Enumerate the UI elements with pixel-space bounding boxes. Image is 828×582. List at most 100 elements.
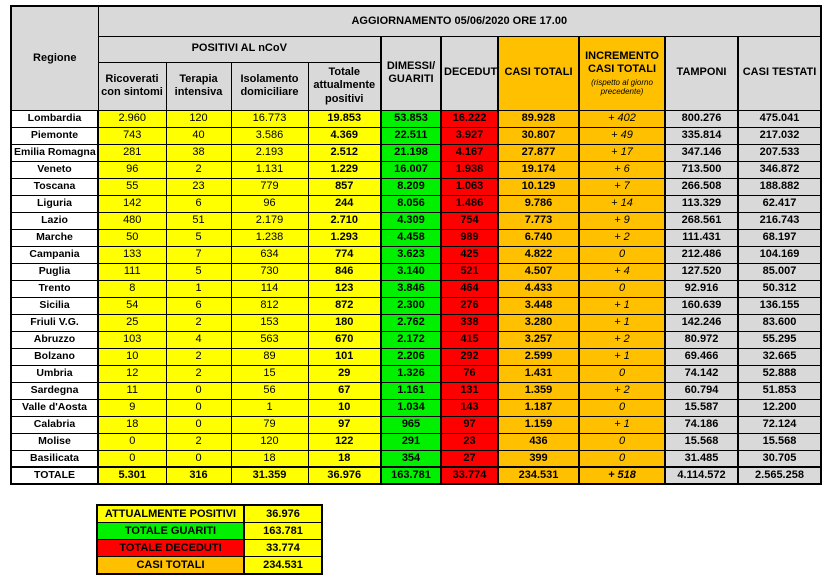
cell-incremento-casi-totali: + 4 xyxy=(578,262,666,281)
region-label: Campania xyxy=(10,245,99,264)
cell-terapia-intensiva: 6 xyxy=(165,296,232,315)
cell-casi-testati: 85.007 xyxy=(736,262,822,281)
table-row: Sardegna 11 0 56 67 1.161 131 1.359 + 2 60.794 51.… xyxy=(10,381,822,400)
cell-isolamento-domiciliare: 96 xyxy=(230,194,309,213)
cell-deceduti: 23 xyxy=(440,432,499,451)
cell-incremento-casi-totali: + 402 xyxy=(578,109,666,128)
cell-dimessi-guariti: 1.326 xyxy=(380,364,442,383)
column-header-deceduti: DECEDUTI xyxy=(440,35,499,111)
cell-deceduti: 1.938 xyxy=(440,160,499,179)
table-row: Umbria 12 2 15 29 1.326 76 1.431 0 74.142 52.888 xyxy=(10,364,822,383)
summary-value: 163.781 xyxy=(243,522,323,540)
cell-terapia-intensiva: 120 xyxy=(165,109,232,128)
cell-incremento-casi-totali: + 1 xyxy=(578,347,666,366)
table-body: Lombardia 2.960 120 16.773 19.853 53.853 16.22… xyxy=(10,109,822,485)
cell-dimessi-guariti: 291 xyxy=(380,432,442,451)
cell-isolamento-domiciliare: 16.773 xyxy=(230,109,309,128)
cell-tamponi: 69.466 xyxy=(664,347,739,366)
cell-tamponi: 111.431 xyxy=(664,228,739,247)
cell-deceduti: 1.063 xyxy=(440,177,499,196)
cell-casi-totali: 2.599 xyxy=(497,347,580,366)
cell-isolamento-domiciliare: 2.193 xyxy=(230,143,309,162)
column-header-tamponi: TAMPONI xyxy=(664,35,739,111)
cell-incremento-casi-totali: + 2 xyxy=(578,228,666,247)
cell-terapia-intensiva: 0 xyxy=(165,415,232,434)
region-label: Basilicata xyxy=(10,449,99,468)
cell-casi-testati: 32.665 xyxy=(736,347,822,366)
table-row: Bolzano 10 2 89 101 2.206 292 2.599 + 1 69.466 32.… xyxy=(10,347,822,366)
cell-terapia-intensiva: 1 xyxy=(165,279,232,298)
cell-casi-testati: 207.533 xyxy=(736,143,822,162)
table-row: Toscana 55 23 779 857 8.209 1.063 10.129 + 7 266.… xyxy=(10,177,822,196)
cell-terapia-intensiva: 7 xyxy=(165,245,232,264)
column-header-dimessi-guariti: DIMESSI/ GUARITI xyxy=(380,35,442,111)
table-row: Molise 0 2 120 122 291 23 436 0 15.568 15.568 xyxy=(10,432,822,451)
cell-ricoverati-con-sintomi: 12 xyxy=(97,364,167,383)
cell-terapia-intensiva: 4 xyxy=(165,330,232,349)
cell-terapia-intensiva: 0 xyxy=(165,449,232,468)
cell-casi-testati: 15.568 xyxy=(736,432,822,451)
region-label: Abruzzo xyxy=(10,330,99,349)
cell-tamponi: 92.916 xyxy=(664,279,739,298)
cell-casi-testati: 346.872 xyxy=(736,160,822,179)
cell-dimessi-guariti: 163.781 xyxy=(380,466,442,485)
cell-isolamento-domiciliare: 15 xyxy=(230,364,309,383)
region-label: Toscana xyxy=(10,177,99,196)
cell-ricoverati-con-sintomi: 50 xyxy=(97,228,167,247)
cell-casi-totali: 4.507 xyxy=(497,262,580,281)
column-header-casi-testati: CASI TESTATI xyxy=(736,35,822,111)
cell-isolamento-domiciliare: 779 xyxy=(230,177,309,196)
cell-ricoverati-con-sintomi: 111 xyxy=(97,262,167,281)
region-label: Marche xyxy=(10,228,99,247)
cell-casi-totali: 399 xyxy=(497,449,580,468)
incremento-header-label: INCREMENTO CASI TOTALI xyxy=(585,50,659,76)
cell-incremento-casi-totali: + 7 xyxy=(578,177,666,196)
cell-terapia-intensiva: 316 xyxy=(165,466,232,485)
cell-terapia-intensiva: 23 xyxy=(165,177,232,196)
cell-ricoverati-con-sintomi: 18 xyxy=(97,415,167,434)
column-header-isolamento: Isolamento domiciliare xyxy=(230,61,309,111)
cell-tamponi: 800.276 xyxy=(664,109,739,128)
cell-incremento-casi-totali: + 2 xyxy=(578,381,666,400)
cell-deceduti: 16.222 xyxy=(440,109,499,128)
table-row: Liguria 142 6 96 244 8.056 1.486 9.786 + 14 113.3… xyxy=(10,194,822,213)
cell-dimessi-guariti: 2.762 xyxy=(380,313,442,332)
region-label: Liguria xyxy=(10,194,99,213)
cell-casi-totali: 6.740 xyxy=(497,228,580,247)
cell-deceduti: 33.774 xyxy=(440,466,499,485)
table-row: Valle d'Aosta 9 0 1 10 1.034 143 1.187 0 15.587 12… xyxy=(10,398,822,417)
cell-casi-testati: 12.200 xyxy=(736,398,822,417)
column-header-incremento-casi-totali: INCREMENTO CASI TOTALI (rispetto al gior… xyxy=(578,35,666,111)
cell-isolamento-domiciliare: 56 xyxy=(230,381,309,400)
cell-totale-attualmente-positivi: 180 xyxy=(307,313,382,332)
cell-dimessi-guariti: 8.209 xyxy=(380,177,442,196)
cell-incremento-casi-totali: 0 xyxy=(578,364,666,383)
cell-incremento-casi-totali: 0 xyxy=(578,432,666,451)
cell-incremento-casi-totali: + 518 xyxy=(578,466,666,485)
cell-terapia-intensiva: 51 xyxy=(165,211,232,230)
cell-casi-testati: 51.853 xyxy=(736,381,822,400)
table-header: Regione AGGIORNAMENTO 05/06/2020 ORE 17.… xyxy=(10,5,822,111)
cell-casi-totali: 30.807 xyxy=(497,126,580,145)
cell-dimessi-guariti: 354 xyxy=(380,449,442,468)
region-label: Sicilia xyxy=(10,296,99,315)
cell-tamponi: 347.146 xyxy=(664,143,739,162)
cell-isolamento-domiciliare: 79 xyxy=(230,415,309,434)
cell-casi-testati: 68.197 xyxy=(736,228,822,247)
cell-ricoverati-con-sintomi: 5.301 xyxy=(97,466,167,485)
cell-totale-attualmente-positivi: 10 xyxy=(307,398,382,417)
cell-deceduti: 27 xyxy=(440,449,499,468)
cell-totale-attualmente-positivi: 4.369 xyxy=(307,126,382,145)
covid-data-table: Regione AGGIORNAMENTO 05/06/2020 ORE 17.… xyxy=(10,5,823,485)
cell-terapia-intensiva: 2 xyxy=(165,160,232,179)
cell-isolamento-domiciliare: 1.131 xyxy=(230,160,309,179)
region-label: Veneto xyxy=(10,160,99,179)
summary-body: ATTUALMENTE POSITIVI 36.976 TOTALE GUARITI… xyxy=(96,504,323,575)
cell-ricoverati-con-sintomi: 103 xyxy=(97,330,167,349)
cell-ricoverati-con-sintomi: 480 xyxy=(97,211,167,230)
cell-deceduti: 521 xyxy=(440,262,499,281)
cell-isolamento-domiciliare: 563 xyxy=(230,330,309,349)
cell-casi-testati: 2.565.258 xyxy=(736,466,822,485)
summary-value: 36.976 xyxy=(243,504,323,523)
